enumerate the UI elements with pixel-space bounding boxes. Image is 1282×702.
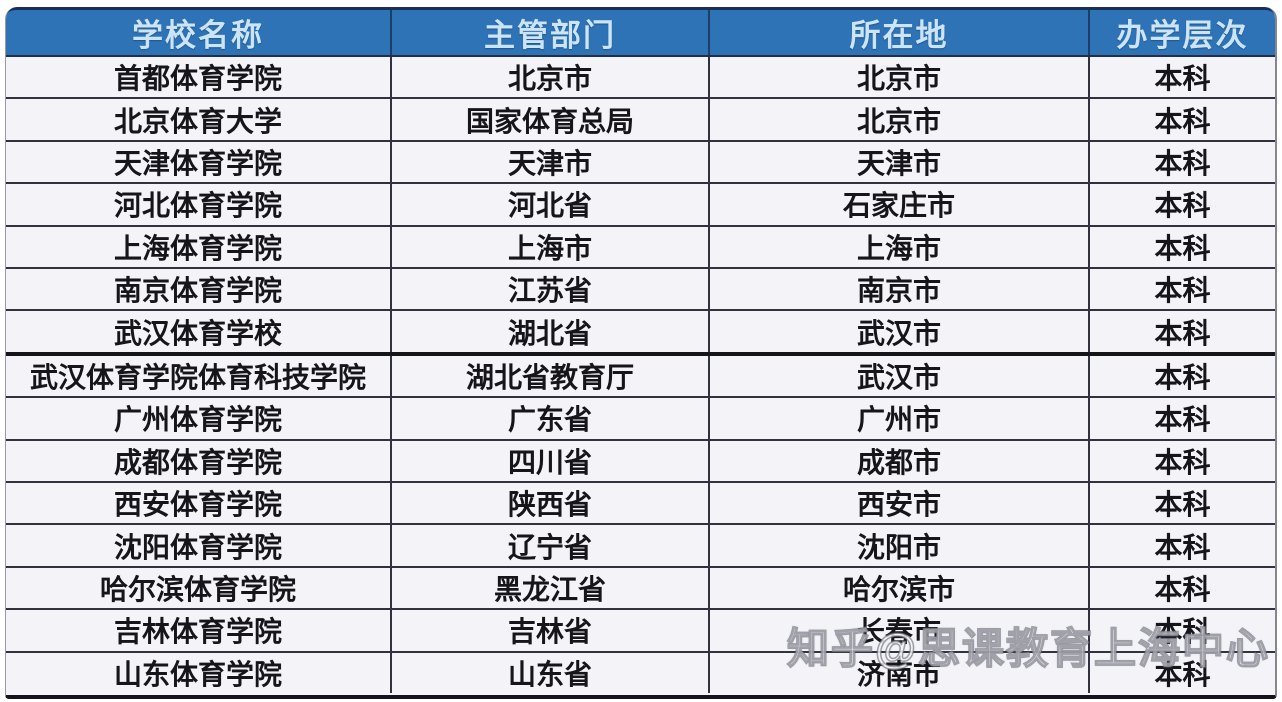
cell-school: 山东体育学院	[113, 658, 282, 690]
cell-level: 本科	[1088, 483, 1275, 524]
cell-school: 北京体育大学	[113, 105, 282, 137]
cell-dept: 四川省	[390, 440, 708, 482]
cell-dept: 天津市	[390, 141, 708, 183]
cell-school: 成都体育学院	[113, 446, 282, 478]
cell-school: 天津体育学院	[113, 148, 282, 180]
cell-level: 本科	[1088, 269, 1275, 310]
column-header-school: 学校名称	[132, 18, 264, 53]
table-row: 武汉体育学院体育科技学院 湖北省教育厅 武汉市 本科	[6, 351, 1275, 397]
cell-location: 南京市	[708, 269, 1088, 310]
cell-school: 首都体育学院	[113, 63, 282, 95]
cell-location: 广州市	[708, 398, 1088, 439]
cell-dept: 黑龙江省	[390, 567, 708, 609]
cell-level: 本科	[1088, 226, 1275, 268]
table-row: 广州体育学院 广东省 广州市 本科	[6, 396, 1275, 439]
cell-dept: 湖北省	[390, 311, 708, 352]
cell-location: 沈阳市	[708, 525, 1088, 566]
table-body: 首都体育学院 北京市 北京市 本科 北京体育大学 国家体育总局 北京市 本科 天津体育学院 天津市…	[6, 57, 1275, 694]
cell-school: 吉林体育学院	[113, 616, 282, 648]
table-row: 河北体育学院 河北省 石家庄市 本科	[6, 182, 1275, 225]
cell-location: 长春市	[708, 610, 1088, 651]
cell-dept: 国家体育总局	[390, 99, 708, 140]
cell-school: 河北体育学院	[113, 190, 282, 222]
cell-level: 本科	[1088, 57, 1275, 98]
table-row: 北京体育大学 国家体育总局 北京市 本科	[6, 97, 1275, 140]
cell-level: 本科	[1088, 398, 1275, 439]
cell-school: 哈尔滨体育学院	[99, 574, 296, 606]
cell-dept: 北京市	[390, 57, 708, 98]
table-row: 哈尔滨体育学院 黑龙江省 哈尔滨市 本科	[6, 565, 1275, 609]
cell-level: 本科	[1088, 355, 1275, 397]
sports-universities-table: 学校名称 主管部门 所在地 办学层次 首都体育学院 北京市 北京市 本科 北京体育大学国…	[5, 7, 1277, 699]
cell-level: 本科	[1088, 184, 1275, 225]
column-header-dept: 主管部门	[390, 10, 708, 55]
column-header-level: 办学层次	[1088, 10, 1275, 55]
cell-dept: 山东省	[390, 652, 708, 694]
cell-level: 本科	[1088, 141, 1275, 183]
cell-location: 武汉市	[708, 311, 1088, 352]
cell-location: 上海市	[708, 226, 1088, 268]
table-header-row: 学校名称 主管部门 所在地 办学层次	[6, 7, 1275, 57]
cell-school: 西安体育学院	[113, 489, 282, 521]
cell-location: 天津市	[708, 141, 1088, 183]
table-row: 上海体育学院 上海市 上海市 本科	[6, 224, 1275, 268]
table-row: 沈阳体育学院 辽宁省 沈阳市 本科	[6, 523, 1275, 566]
table-row: 南京体育学院 江苏省 南京市 本科	[6, 267, 1275, 310]
cell-school: 广州体育学院	[113, 404, 282, 436]
table-row: 山东体育学院 山东省 济南市 本科	[6, 650, 1275, 694]
cell-school: 武汉体育学院体育科技学院	[29, 362, 366, 394]
cell-location: 成都市	[708, 440, 1088, 482]
cell-school: 武汉体育学校	[113, 317, 282, 349]
cell-dept: 陕西省	[390, 483, 708, 524]
cell-dept: 辽宁省	[390, 525, 708, 566]
cell-dept: 上海市	[390, 226, 708, 268]
cell-location: 哈尔滨市	[708, 567, 1088, 609]
cell-location: 北京市	[708, 57, 1088, 98]
cell-school: 沈阳体育学院	[113, 531, 282, 563]
column-header-location: 所在地	[708, 10, 1088, 55]
table-row: 成都体育学院 四川省 成都市 本科	[6, 438, 1275, 482]
table-row: 武汉体育学校 湖北省 武汉市 本科	[6, 309, 1275, 352]
table-row: 天津体育学院 天津市 天津市 本科	[6, 139, 1275, 183]
cell-level: 本科	[1088, 652, 1275, 694]
cell-dept: 湖北省教育厅	[390, 355, 708, 397]
cell-level: 本科	[1088, 99, 1275, 140]
cell-dept: 吉林省	[390, 610, 708, 651]
cell-location: 武汉市	[708, 355, 1088, 397]
cell-level: 本科	[1088, 567, 1275, 609]
cell-level: 本科	[1088, 440, 1275, 482]
cell-location: 西安市	[708, 483, 1088, 524]
cell-level: 本科	[1088, 525, 1275, 566]
table-row: 首都体育学院 北京市 北京市 本科	[6, 57, 1275, 98]
cell-level: 本科	[1088, 311, 1275, 352]
table-row: 西安体育学院 陕西省 西安市 本科	[6, 481, 1275, 524]
cell-location: 济南市	[708, 652, 1088, 694]
cell-dept: 河北省	[390, 184, 708, 225]
cell-school: 南京体育学院	[113, 275, 282, 307]
cell-level: 本科	[1088, 610, 1275, 651]
cell-school: 上海体育学院	[113, 232, 282, 264]
table-row: 吉林体育学院 吉林省 长春市 本科	[6, 608, 1275, 651]
cell-dept: 江苏省	[390, 269, 708, 310]
cell-dept: 广东省	[390, 398, 708, 439]
cell-location: 石家庄市	[708, 184, 1088, 225]
cell-location: 北京市	[708, 99, 1088, 140]
